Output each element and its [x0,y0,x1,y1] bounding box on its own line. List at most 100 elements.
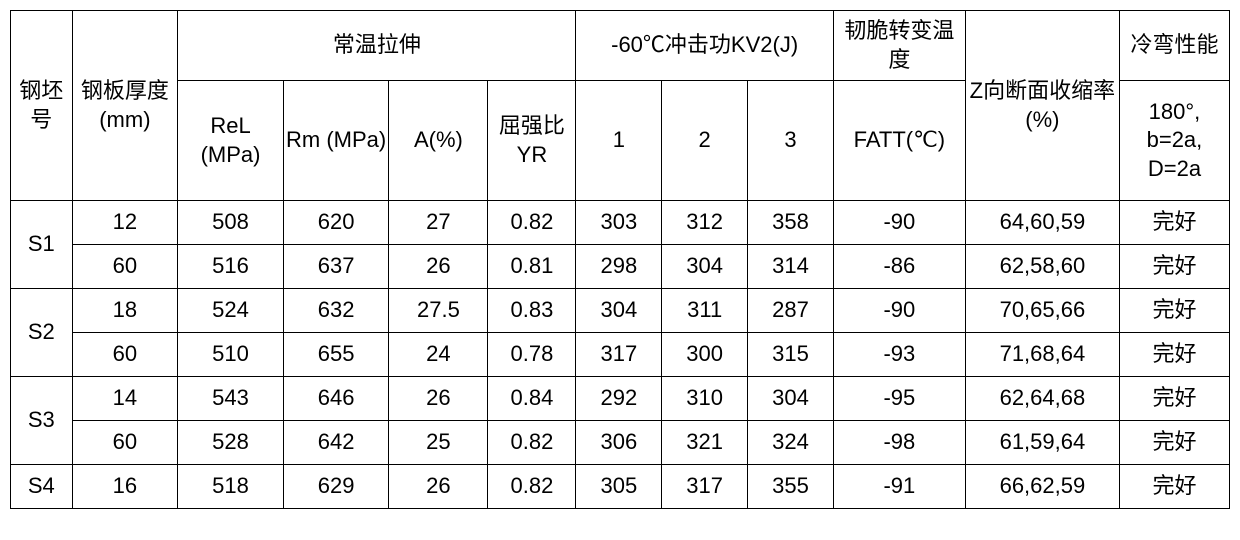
cell-kv1: 304 [576,289,662,333]
cell-a: 26 [389,377,488,421]
cell-cold: 完好 [1119,201,1229,245]
cell-yr: 0.78 [488,333,576,377]
cell-fatt: -86 [833,245,965,289]
cell-rel: 518 [178,465,284,509]
header-cold-group: 冷弯性能 [1119,11,1229,81]
cell-a: 25 [389,421,488,465]
cell-fatt: -93 [833,333,965,377]
header-dbtt-group: 韧脆转变温度 [833,11,965,81]
cell-thk: 16 [72,465,178,509]
cell-a: 27 [389,201,488,245]
cell-fatt: -91 [833,465,965,509]
cell-cold: 完好 [1119,245,1229,289]
cell-cold: 完好 [1119,377,1229,421]
table-row: S416518629260.82305317355-9166,62,59完好 [11,465,1230,509]
cell-rel: 524 [178,289,284,333]
cell-a: 26 [389,245,488,289]
cell-z: 64,60,59 [965,201,1119,245]
cell-rm: 655 [283,333,389,377]
cell-rm: 642 [283,421,389,465]
cell-kv3: 287 [748,289,834,333]
table-row: S21852463227.50.83304311287-9070,65,66完好 [11,289,1230,333]
table-row: 60516637260.81298304314-8662,58,60完好 [11,245,1230,289]
header-yr: 屈强比YR [488,81,576,201]
header-thickness: 钢板厚度(mm) [72,11,178,201]
cell-billet-no: S2 [11,289,73,377]
cell-kv1: 292 [576,377,662,421]
cell-kv2: 300 [662,333,748,377]
cell-yr: 0.82 [488,465,576,509]
cell-fatt: -95 [833,377,965,421]
cell-kv2: 321 [662,421,748,465]
cell-cold: 完好 [1119,333,1229,377]
cell-kv1: 303 [576,201,662,245]
table-row: 60510655240.78317300315-9371,68,64完好 [11,333,1230,377]
cell-z: 70,65,66 [965,289,1119,333]
header-kv2: 2 [662,81,748,201]
header-impact-group: -60℃冲击功KV2(J) [576,11,833,81]
cell-yr: 0.84 [488,377,576,421]
cell-kv3: 314 [748,245,834,289]
cell-rel: 510 [178,333,284,377]
cell-z: 66,62,59 [965,465,1119,509]
cell-fatt: -98 [833,421,965,465]
cell-thk: 12 [72,201,178,245]
cell-kv2: 311 [662,289,748,333]
cell-rm: 637 [283,245,389,289]
cell-cold: 完好 [1119,421,1229,465]
cell-kv3: 304 [748,377,834,421]
header-billet-no: 钢坯号 [11,11,73,201]
cell-billet-no: S4 [11,465,73,509]
cell-rel: 508 [178,201,284,245]
cell-a: 27.5 [389,289,488,333]
cell-rm: 646 [283,377,389,421]
cell-yr: 0.81 [488,245,576,289]
cell-rm: 620 [283,201,389,245]
cell-kv2: 304 [662,245,748,289]
cell-thk: 60 [72,333,178,377]
header-kv1: 1 [576,81,662,201]
cell-thk: 14 [72,377,178,421]
cell-billet-no: S1 [11,201,73,289]
table-body: S112508620270.82303312358-9064,60,59完好60… [11,201,1230,509]
properties-table: 钢坯号 钢板厚度(mm) 常温拉伸 -60℃冲击功KV2(J) 韧脆转变温度 Z… [10,10,1230,509]
cell-z: 62,58,60 [965,245,1119,289]
cell-kv2: 310 [662,377,748,421]
cell-kv3: 355 [748,465,834,509]
cell-rm: 632 [283,289,389,333]
cell-yr: 0.82 [488,421,576,465]
cell-a: 24 [389,333,488,377]
table-row: 60528642250.82306321324-9861,59,64完好 [11,421,1230,465]
cell-thk: 60 [72,421,178,465]
header-rm: Rm (MPa) [283,81,389,201]
cell-thk: 18 [72,289,178,333]
cell-kv3: 315 [748,333,834,377]
header-kv3: 3 [748,81,834,201]
header-cold-sub: 180°, b=2a, D=2a [1119,81,1229,201]
cell-kv1: 305 [576,465,662,509]
header-rel: ReL (MPa) [178,81,284,201]
cell-kv1: 298 [576,245,662,289]
cell-cold: 完好 [1119,465,1229,509]
header-tensile-group: 常温拉伸 [178,11,576,81]
cell-billet-no: S3 [11,377,73,465]
cell-kv2: 312 [662,201,748,245]
cell-rm: 629 [283,465,389,509]
header-a: A(%) [389,81,488,201]
cell-kv1: 317 [576,333,662,377]
cell-z: 62,64,68 [965,377,1119,421]
cell-rel: 528 [178,421,284,465]
header-z: Z向断面收缩率(%) [965,11,1119,201]
cell-rel: 516 [178,245,284,289]
header-fatt: FATT(℃) [833,81,965,201]
cell-thk: 60 [72,245,178,289]
cell-kv1: 306 [576,421,662,465]
table-header: 钢坯号 钢板厚度(mm) 常温拉伸 -60℃冲击功KV2(J) 韧脆转变温度 Z… [11,11,1230,201]
cell-yr: 0.83 [488,289,576,333]
cell-kv2: 317 [662,465,748,509]
cell-kv3: 358 [748,201,834,245]
cell-fatt: -90 [833,201,965,245]
cell-fatt: -90 [833,289,965,333]
cell-z: 71,68,64 [965,333,1119,377]
cell-z: 61,59,64 [965,421,1119,465]
